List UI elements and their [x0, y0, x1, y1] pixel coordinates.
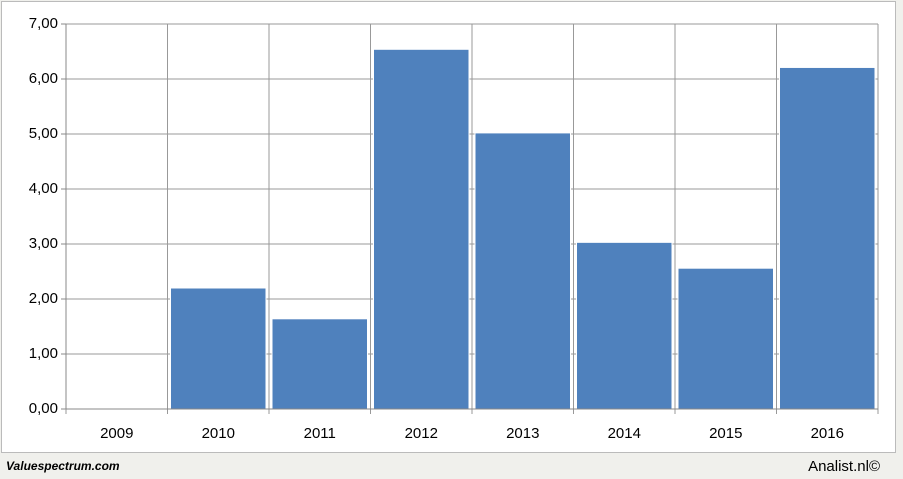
- y-tick-label: 3,00: [29, 235, 58, 252]
- x-tick-label: 2013: [506, 425, 539, 442]
- x-tick-label: 2015: [709, 425, 742, 442]
- y-tick-label: 0,00: [29, 400, 58, 417]
- x-tick-label: 2012: [405, 425, 438, 442]
- bar: [271, 318, 368, 410]
- y-tick-label: 5,00: [29, 125, 58, 142]
- footer-right: Analist.nl©: [808, 458, 880, 475]
- bar: [474, 132, 571, 410]
- bar: [779, 66, 876, 410]
- y-tick-label: 4,00: [29, 180, 58, 197]
- bar: [576, 241, 673, 410]
- x-tick-label: 2009: [100, 425, 133, 442]
- x-tick-label: 2014: [608, 425, 641, 442]
- bar: [373, 48, 470, 410]
- y-tick-label: 7,00: [29, 15, 58, 32]
- x-tick-label: 2011: [304, 425, 336, 442]
- y-tick-label: 2,00: [29, 290, 58, 307]
- x-tick-label: 2016: [811, 425, 844, 442]
- x-tick-label: 2010: [202, 425, 235, 442]
- bar: [170, 287, 267, 410]
- footer-left: Valuespectrum.com: [6, 459, 120, 473]
- bar: [677, 267, 774, 410]
- y-tick-label: 6,00: [29, 70, 58, 87]
- y-tick-label: 1,00: [29, 345, 58, 362]
